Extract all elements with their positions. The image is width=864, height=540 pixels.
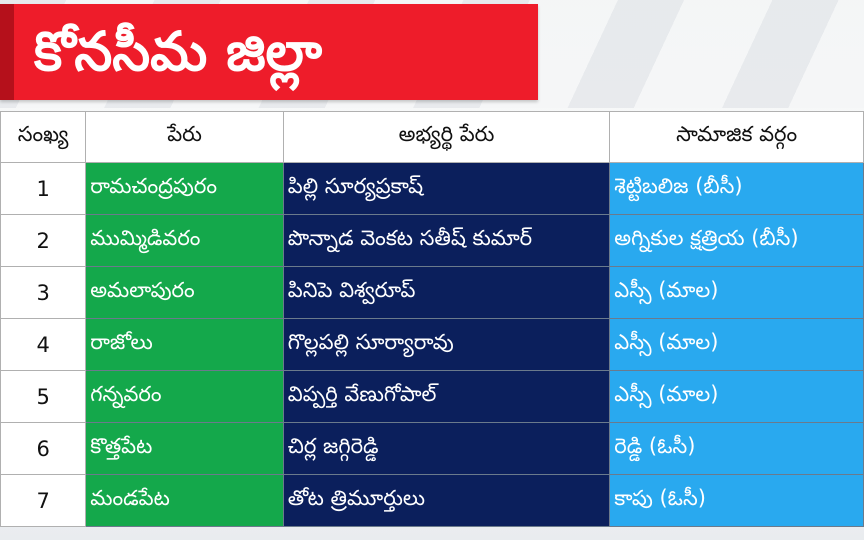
constituency-name: రాజోలు [85,318,284,371]
header-number: సంఖ్య [0,111,87,163]
caste-group: శెట్టిబలిజ (బీసీ) [609,162,864,215]
header-caste: సామాజిక వర్గం [609,111,864,163]
candidate-name: చిర్ల జగ్గిరెడ్డి [282,422,611,475]
row-number: 2 [0,214,87,267]
candidate-name: పిల్లి సూర్యప్రకాష్ [282,162,611,215]
header-candidate: అభ్యర్థి పేరు [282,111,611,163]
candidate-name: విప్పర్తి వేణుగోపాల్ [282,370,611,423]
row-number: 7 [0,474,87,527]
title-banner: కోనసీమ జిల్లా [0,4,538,100]
row-number: 4 [0,318,87,371]
table-row: 5 గన్నవరం విప్పర్తి వేణుగోపాల్ ఎస్సీ (మా… [0,370,864,423]
table-row: 6 కొత్తపేట చిర్ల జగ్గిరెడ్డి రెడ్డి (ఓసీ… [0,422,864,475]
candidate-name: పొన్నాడ వెంకట సతీష్ కుమార్ [282,214,611,267]
candidate-name: పినిపె విశ్వరూప్ [282,266,611,319]
caste-group: ఎస్సీ (మాల) [609,370,864,423]
row-number: 3 [0,266,87,319]
constituency-name: కొత్తపేట [85,422,284,475]
constituency-name: ముమ్మిడివరం [85,214,284,267]
table-row: 2 ముమ్మిడివరం పొన్నాడ వెంకట సతీష్ కుమార్… [0,214,864,267]
caste-group: ఎస్సీ (మాల) [609,318,864,371]
candidate-name: గొల్లపల్లి సూర్యారావు [282,318,611,371]
constituency-name: గన్నవరం [85,370,284,423]
table-row: 3 అమలాపురం పినిపె విశ్వరూప్ ఎస్సీ (మాల) [0,266,864,319]
caste-group: అగ్నికుల క్షత్రియ (బీసీ) [609,214,864,267]
table-row: 7 మండపేట తోట త్రిమూర్తులు కాపు (ఓసీ) [0,474,864,527]
page-title: కోనసీమ జిల్లా [34,20,323,83]
candidates-table: సంఖ్య పేరు అభ్యర్థి పేరు సామాజిక వర్గం 1… [0,111,864,527]
caste-group: రెడ్డి (ఓసీ) [609,422,864,475]
constituency-name: మండపేట [85,474,284,527]
table-header-row: సంఖ్య పేరు అభ్యర్థి పేరు సామాజిక వర్గం [0,111,864,163]
constituency-name: రామచంద్రపురం [85,162,284,215]
caste-group: ఎస్సీ (మాల) [609,266,864,319]
row-number: 1 [0,162,87,215]
constituency-name: అమలాపురం [85,266,284,319]
row-number: 6 [0,422,87,475]
candidate-name: తోట త్రిమూర్తులు [282,474,611,527]
table-row: 1 రామచంద్రపురం పిల్లి సూర్యప్రకాష్ శెట్ట… [0,162,864,215]
banner-accent [0,4,14,100]
table-row: 4 రాజోలు గొల్లపల్లి సూర్యారావు ఎస్సీ (మా… [0,318,864,371]
caste-group: కాపు (ఓసీ) [609,474,864,527]
row-number: 5 [0,370,87,423]
header-constituency: పేరు [85,111,284,163]
